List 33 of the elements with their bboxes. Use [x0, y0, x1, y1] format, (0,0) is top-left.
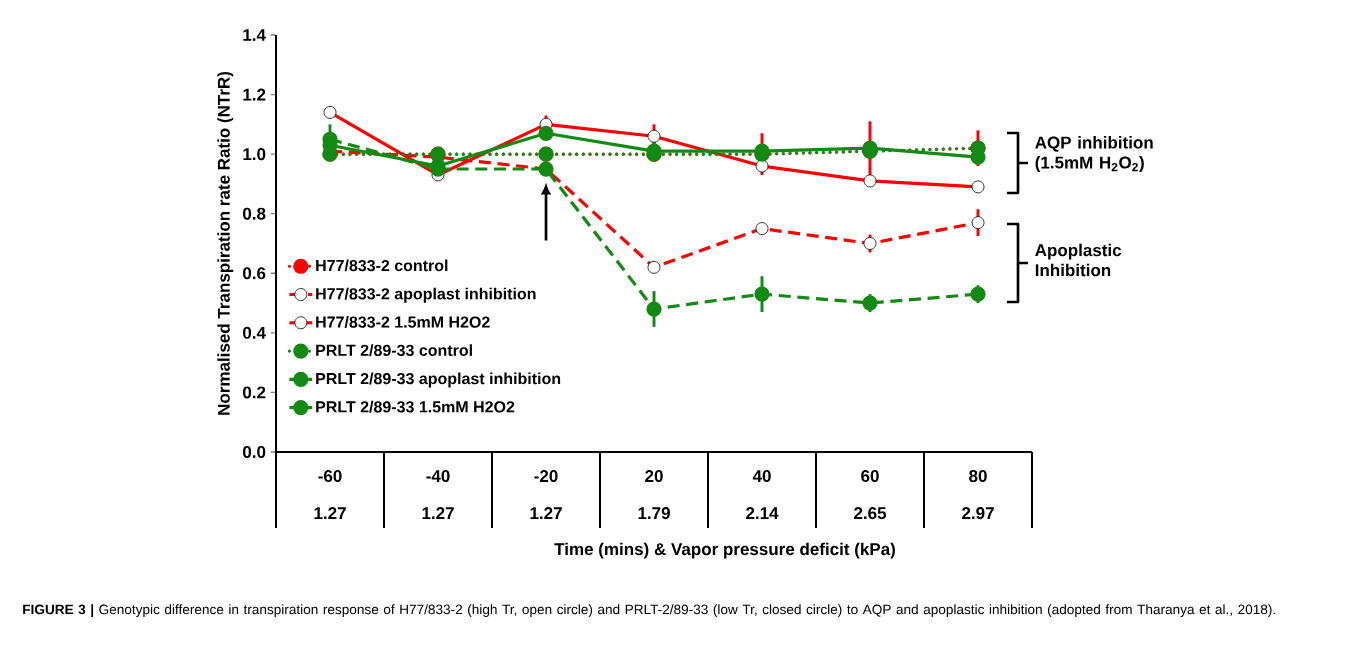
y-tick-label: 1.2: [243, 88, 266, 101]
text: 1.27: [422, 507, 454, 519]
text: 1.27: [530, 507, 562, 519]
y-tick-label: 0.4: [243, 326, 266, 339]
y-tick-label: 0.2: [243, 386, 266, 399]
text: 2.65: [854, 507, 887, 520]
legend-label: H77/833-2 1.5mM H2O2: [316, 315, 490, 328]
x-tick-label: 40: [752, 470, 771, 483]
x-axis-title: Time (mins) & Vapor pressure deficit (kPa): [554, 542, 895, 559]
text: 2.97: [962, 507, 994, 520]
text: AQP inhibition (1.5mM H$_{2}$O$_{2}$): [1035, 136, 1153, 172]
text: 1.79: [638, 507, 670, 520]
x-tick-label: 80: [969, 470, 987, 483]
text: 1.27: [314, 507, 346, 519]
legend-label: H77/833-2 control: [316, 259, 448, 272]
x-tick-label: -20: [534, 470, 558, 483]
y-tick-label: 1.0: [243, 148, 266, 161]
x-tick-label: 20: [645, 470, 663, 483]
text: 2.14: [746, 507, 779, 519]
x-tick-label: -40: [426, 470, 450, 483]
x-tick-label: 60: [861, 470, 879, 483]
text: FIGURE 3 | Genotypic difference in transpiration response of H77/833-2 (high Tr, open circle) and PRLT-2/89-33 (low Tr, closed circle) to AQP and apoplastic inhibition (adopted from Tharanya et al., 2018).: [23, 604, 1275, 618]
y-tick-label: 1.4: [243, 29, 266, 41]
x-tick-label: -60: [318, 470, 342, 483]
legend-label: PRLT 2/89-33 apoplast inhibition: [316, 372, 561, 388]
y-tick-label: 0.0: [243, 445, 266, 459]
y-tick-label: 0.8: [243, 207, 266, 220]
legend-label: PRLT 2/89-33 control: [316, 344, 472, 357]
y-axis-title: Normalised Transpiration rate Ratio (NTrR): [217, 71, 234, 415]
text: Apoplastic Inhibition: [1035, 243, 1122, 277]
y-tick-label: 0.6: [243, 267, 266, 280]
legend-label: PRLT 2/89-33 1.5mM H2O2: [316, 400, 515, 413]
legend-label: H77/833-2 apoplast inhibition: [316, 287, 536, 303]
